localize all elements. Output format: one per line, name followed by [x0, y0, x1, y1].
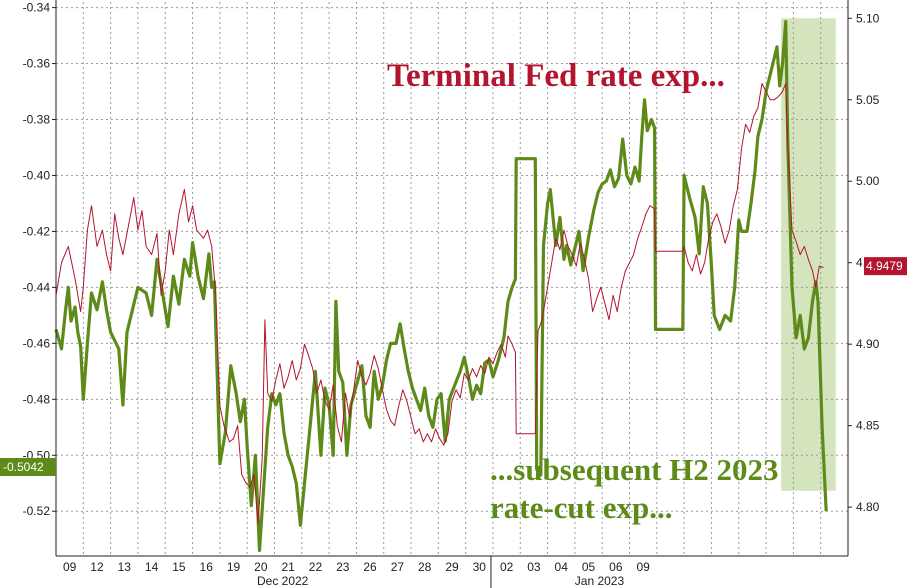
left-tick-label: -0.38	[23, 113, 51, 127]
right-tick-label: 5.05	[856, 93, 880, 107]
x-tick-label: 30	[473, 560, 487, 574]
annotation-terminal-fed: Terminal Fed rate exp...	[387, 58, 725, 94]
x-tick-label: 19	[227, 560, 241, 574]
right-tick-label: 5.00	[856, 174, 880, 188]
x-tick-label: 28	[418, 560, 432, 574]
x-tick-label: 16	[200, 560, 214, 574]
x-tick-label: 26	[363, 560, 377, 574]
shaded-region-layer	[781, 18, 836, 491]
x-tick-label: 06	[609, 560, 623, 574]
left-tick-label: -0.40	[23, 168, 51, 182]
left-last-value-badge: -0.5042	[0, 458, 56, 477]
annotation-h2-cut-line2: rate-cut exp...	[490, 490, 673, 525]
left-badge-background	[0, 458, 56, 477]
x-tick-label: 14	[145, 560, 159, 574]
shaded-region	[781, 18, 836, 491]
series-layer	[54, 20, 828, 552]
x-tick-label: 09	[63, 560, 77, 574]
x-tick-label: 29	[445, 560, 459, 574]
x-tick-label: 03	[527, 560, 541, 574]
right-badge-background	[864, 257, 907, 276]
x-tick-label: 04	[555, 560, 569, 574]
left-tick-label: -0.36	[23, 57, 51, 71]
x-tick-label: 20	[254, 560, 268, 574]
annotation-h2-cut-line1: ...subsequent H2 2023	[490, 452, 779, 487]
right-last-value-badge: 4.9479	[864, 257, 907, 276]
left-tick-label: -0.52	[23, 504, 51, 518]
left-tick-label: -0.44	[23, 280, 51, 294]
x-tick-label: 13	[118, 560, 132, 574]
series-line-right	[55, 83, 824, 524]
x-tick-label: 09	[636, 560, 650, 574]
x-tick-label: 21	[281, 560, 295, 574]
left-tick-label: -0.34	[23, 1, 51, 15]
x-tick-label: 23	[336, 560, 350, 574]
left-tick-label: -0.46	[23, 336, 51, 350]
left-tick-label: -0.42	[23, 224, 51, 238]
x-axis-ticks: 09 12 13 14 15 16 19 20 21 22 23 26 27 28 29 30 02 03 04 05…	[63, 556, 650, 588]
x-group-label-dec: Dec 2022	[257, 574, 309, 588]
right-tick-label: 4.80	[856, 500, 880, 514]
right-tick-label: 5.10	[856, 11, 880, 25]
x-tick-label: 27	[391, 560, 405, 574]
left-tick-label: -0.48	[23, 392, 51, 406]
x-tick-label: 05	[582, 560, 596, 574]
x-tick-label: 22	[309, 560, 323, 574]
right-badge-label: 4.9479	[866, 259, 903, 273]
right-tick-label: 4.85	[856, 419, 880, 433]
left-badge-label: -0.5042	[3, 460, 44, 474]
right-tick-label: 4.90	[856, 337, 880, 351]
x-tick-label: 15	[172, 560, 186, 574]
x-group-label-jan: Jan 2023	[575, 574, 625, 588]
x-tick-label: 12	[90, 560, 104, 574]
x-tick-label: 02	[500, 560, 514, 574]
